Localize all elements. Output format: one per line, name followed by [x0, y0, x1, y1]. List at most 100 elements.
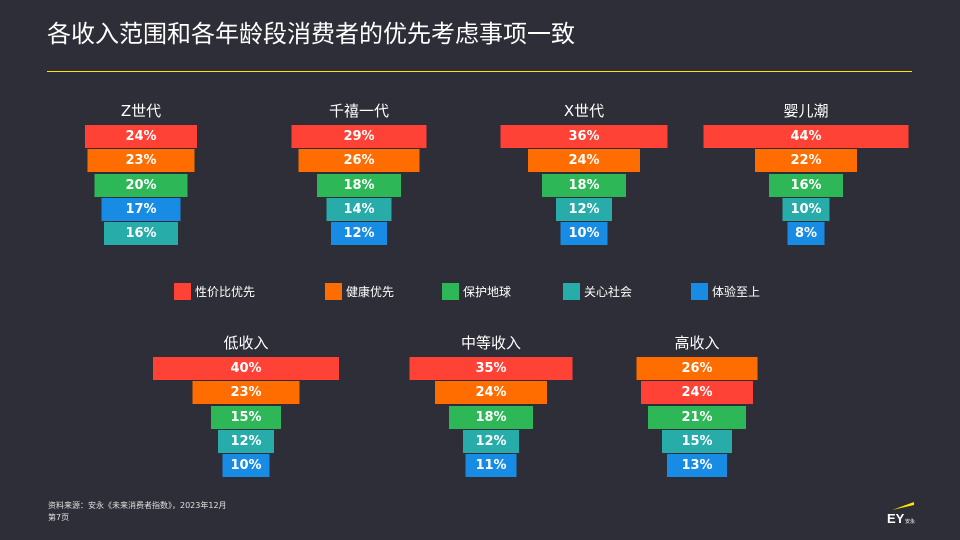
funnel-bar: 16% — [769, 173, 843, 197]
bar-value-label: 8% — [794, 226, 818, 242]
legend-swatch — [174, 283, 191, 300]
bar-value-label: 21% — [681, 409, 713, 425]
funnel-bar: 24% — [85, 125, 197, 148]
funnel-bar: 23% — [192, 381, 300, 405]
bar-value-label: 10% — [790, 201, 822, 217]
bar-value-label: 12% — [343, 226, 375, 242]
bar-value-label: 24% — [125, 129, 157, 144]
bar-value-label: 24% — [568, 153, 600, 169]
bar-value-label: 18% — [568, 177, 600, 193]
funnel-bar: 36% — [500, 125, 668, 148]
title-underline — [47, 71, 912, 72]
funnel-bar: 24% — [641, 381, 753, 405]
bar-value-label: 44% — [790, 129, 822, 144]
legend-swatch — [325, 283, 342, 300]
ey-logo-text: EY — [887, 511, 905, 526]
ey-logo-beam — [892, 502, 914, 510]
page-number: 第7页 — [48, 513, 70, 522]
legend-label: 体验至上 — [712, 285, 761, 299]
ey-logo-subtext: 安永 — [905, 518, 915, 525]
bar-value-label: 22% — [790, 153, 822, 169]
bar-value-label: 15% — [681, 433, 713, 449]
funnel-bar: 29% — [291, 125, 427, 148]
funnel-bar: 26% — [636, 357, 758, 380]
bar-value-label: 24% — [475, 385, 507, 401]
funnel-bar: 13% — [667, 454, 727, 478]
source-note: 资料来源：安永《未来消费者指数》，2023年12月 — [48, 501, 227, 510]
legend: 性价比优先 健康优先 保护地球 关心社会 体验至上 — [0, 283, 960, 303]
bar-value-label: 10% — [568, 226, 600, 242]
bar-value-label: 23% — [125, 153, 157, 169]
funnel-bar: 15% — [211, 405, 281, 429]
funnel-bar: 15% — [662, 429, 732, 453]
bar-value-label: 11% — [475, 458, 507, 474]
funnel-bar: 10% — [222, 454, 270, 478]
bar-value-label: 40% — [230, 361, 262, 376]
funnel-bar: 24% — [528, 149, 640, 173]
legend-item-health: 健康优先 — [325, 283, 394, 300]
chart-title: X世代 — [563, 102, 605, 120]
funnel-bar: 17% — [101, 197, 181, 221]
chart-title: 低收入 — [223, 334, 269, 352]
bar-value-label: 26% — [343, 153, 375, 169]
bar-value-label: 16% — [790, 177, 822, 193]
bar-value-label: 16% — [125, 226, 157, 242]
legend-swatch — [563, 283, 580, 300]
legend-item-experience: 体验至上 — [691, 283, 760, 300]
bar-value-label: 26% — [681, 361, 713, 376]
funnel-bar: 20% — [94, 173, 188, 197]
bar-value-label: 36% — [568, 129, 600, 144]
funnel-bar: 12% — [463, 429, 519, 453]
funnel-bar: 26% — [298, 149, 420, 173]
chart-title: 高收入 — [674, 334, 720, 352]
funnel-bar: 18% — [317, 173, 401, 197]
funnel-bar: 44% — [703, 125, 909, 148]
bar-value-label: 12% — [568, 201, 600, 217]
legend-item-planet: 保护地球 — [442, 283, 511, 300]
bar-value-label: 15% — [230, 409, 262, 425]
ey-logo: EY 安永 — [887, 502, 915, 526]
bar-value-label: 35% — [475, 361, 507, 376]
funnel-bar: 12% — [331, 222, 387, 246]
bar-value-label: 18% — [475, 409, 507, 425]
bar-value-label: 12% — [475, 433, 507, 449]
legend-label: 关心社会 — [584, 285, 633, 299]
bar-value-label: 13% — [681, 458, 713, 474]
bar-value-label: 14% — [343, 201, 375, 217]
funnel-bar: 35% — [409, 357, 573, 380]
funnel-bar: 12% — [556, 197, 612, 221]
funnel-bar: 10% — [782, 197, 830, 221]
funnel-bar: 16% — [104, 222, 178, 246]
bar-value-label: 23% — [230, 385, 262, 401]
bar-value-label: 10% — [230, 458, 262, 474]
chart-title: 婴儿潮 — [783, 102, 829, 120]
legend-swatch — [442, 283, 459, 300]
bar-value-label: 24% — [681, 385, 713, 401]
legend-label: 性价比优先 — [195, 285, 256, 299]
legend-label: 健康优先 — [346, 285, 395, 299]
funnel-bar: 8% — [787, 222, 825, 246]
page-title: 各收入范围和各年龄段消费者的优先考虑事项一致 — [47, 20, 575, 48]
funnel-bar: 24% — [435, 381, 547, 405]
chart-title: 中等收入 — [460, 334, 522, 352]
funnel-bar: 18% — [542, 173, 626, 197]
funnel-bar: 10% — [560, 222, 608, 246]
funnel-bar: 12% — [218, 429, 274, 453]
funnel-bar: 40% — [153, 357, 339, 380]
footer: 资料来源：安永《未来消费者指数》，2023年12月 第7页 — [48, 500, 227, 524]
funnel-bar: 23% — [87, 149, 195, 173]
legend-swatch — [691, 283, 708, 300]
bar-value-label: 12% — [230, 433, 262, 449]
funnel-bar: 11% — [465, 454, 517, 478]
bar-value-label: 18% — [343, 177, 375, 193]
legend-item-value: 性价比优先 — [174, 283, 255, 300]
bar-value-label: 20% — [125, 177, 157, 193]
funnel-bar: 22% — [755, 149, 857, 173]
legend-item-society: 关心社会 — [563, 283, 632, 300]
chart-title: 千禧一代 — [328, 102, 390, 120]
funnel-bar: 18% — [449, 405, 533, 429]
funnel-bar: 14% — [326, 197, 392, 221]
bar-value-label: 29% — [343, 129, 375, 144]
funnel-bar: 21% — [648, 405, 746, 429]
